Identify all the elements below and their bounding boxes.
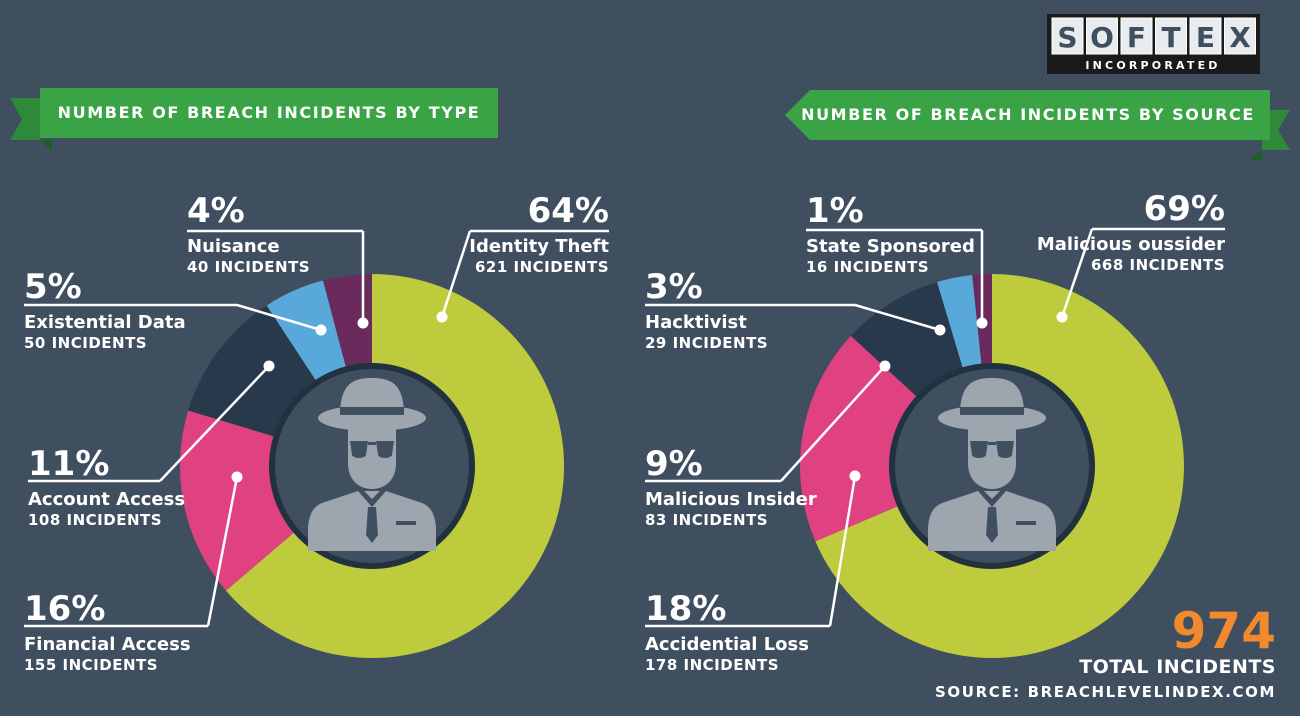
slice-count: 50 INCIDENTS: [24, 334, 147, 352]
leader-line: [780, 365, 886, 482]
logo-letter-tile: [1189, 17, 1222, 55]
leader-line: [159, 365, 270, 482]
slice-percent: 1%: [806, 191, 864, 231]
leader-line: [1060, 228, 1094, 318]
slice-label: Financial Access: [24, 634, 191, 655]
donut-slice-accidential-loss: [800, 335, 919, 542]
donut-slice-identity-theft: [225, 274, 564, 659]
slice-label: Account Access: [28, 489, 185, 510]
spy-icon: [928, 378, 1056, 551]
slice-percent: 18%: [645, 589, 726, 629]
leader-line: [236, 303, 322, 332]
chart-title-type: NUMBER OF BREACH INCIDENTS BY TYPE: [58, 103, 481, 122]
slice-percent: 11%: [28, 444, 109, 484]
slice-count: 178 INCIDENTS: [645, 656, 779, 674]
leader-dot: [357, 317, 369, 329]
leader-line: [440, 230, 472, 318]
logo-letter: T: [1161, 21, 1180, 54]
slice-count: 621 INCIDENTS: [475, 258, 609, 276]
source-credit: SOURCE: BREACHLEVELINDEX.COM: [935, 683, 1276, 701]
total-incidents-value: 974: [1172, 602, 1276, 660]
leader-dot: [934, 324, 946, 336]
leader-dot: [436, 311, 448, 323]
logo-letter: E: [1196, 21, 1215, 54]
logo-letter: F: [1127, 21, 1146, 54]
leader-dot: [263, 360, 275, 372]
logo-letter-tile: [1155, 17, 1187, 55]
slice-label: Existential Data: [24, 312, 186, 333]
logo-letter-tile: [1086, 17, 1118, 55]
logo-letter: X: [1229, 21, 1251, 54]
logo-letter-tile: [1120, 17, 1153, 55]
leader-dot: [315, 324, 327, 336]
slice-count: 83 INCIDENTS: [645, 511, 768, 529]
slice-percent: 3%: [645, 267, 703, 307]
slice-label: Malicious Insider: [645, 489, 817, 510]
slice-count: 40 INCIDENTS: [187, 258, 310, 276]
leader-dot: [1056, 311, 1068, 323]
slice-label: Malicious oussider: [1037, 234, 1225, 255]
logo-letter: O: [1090, 21, 1114, 54]
slice-label: Hacktivist: [645, 312, 747, 333]
logo-letter-tile: [1051, 17, 1084, 55]
slice-percent: 64%: [528, 191, 609, 231]
slice-count: 29 INCIDENTS: [645, 334, 768, 352]
leader-dot: [849, 470, 861, 482]
leader-line: [854, 303, 941, 332]
donut-slice-financial-access: [180, 410, 296, 591]
slice-percent: 4%: [187, 191, 245, 231]
chart-title-source: NUMBER OF BREACH INCIDENTS BY SOURCE: [801, 105, 1255, 124]
slice-count: 108 INCIDENTS: [28, 511, 162, 529]
slice-count: 668 INCIDENTS: [1091, 256, 1225, 274]
logo-tagline: INCORPORATED: [1085, 59, 1220, 72]
donut-slice-hacktivist: [937, 275, 982, 371]
slice-percent: 69%: [1144, 189, 1225, 229]
slice-label: Nuisance: [187, 236, 280, 257]
leader-line: [828, 475, 857, 627]
donut-slice-malicious-oussider: [815, 274, 1184, 658]
slice-label: Identity Theft: [469, 236, 609, 257]
slice-percent: 9%: [645, 444, 703, 484]
donut-slice-account-access: [188, 305, 318, 438]
logo-letter: S: [1057, 21, 1077, 54]
leader-dot: [879, 360, 891, 372]
donut-slice-existential-data: [266, 280, 347, 383]
spy-icon: [308, 378, 436, 551]
slice-count: 16 INCIDENTS: [806, 258, 929, 276]
slice-percent: 16%: [24, 589, 105, 629]
slice-label: Accidential Loss: [645, 634, 809, 655]
leader-dot: [231, 471, 243, 483]
total-incidents-label: TOTAL INCIDENTS: [1079, 656, 1276, 678]
leader-line: [206, 476, 239, 627]
slice-label: State Sponsored: [806, 236, 975, 257]
logo-letter-tile: [1224, 17, 1256, 55]
ribbon-left: NUMBER OF BREACH INCIDENTS BY TYPE: [10, 88, 498, 152]
ribbon-right: NUMBER OF BREACH INCIDENTS BY SOURCE: [785, 90, 1290, 160]
donut-slice-nuisance: [323, 274, 372, 370]
slice-count: 155 INCIDENTS: [24, 656, 158, 674]
slice-percent: 5%: [24, 267, 82, 307]
leader-dot: [976, 317, 988, 329]
